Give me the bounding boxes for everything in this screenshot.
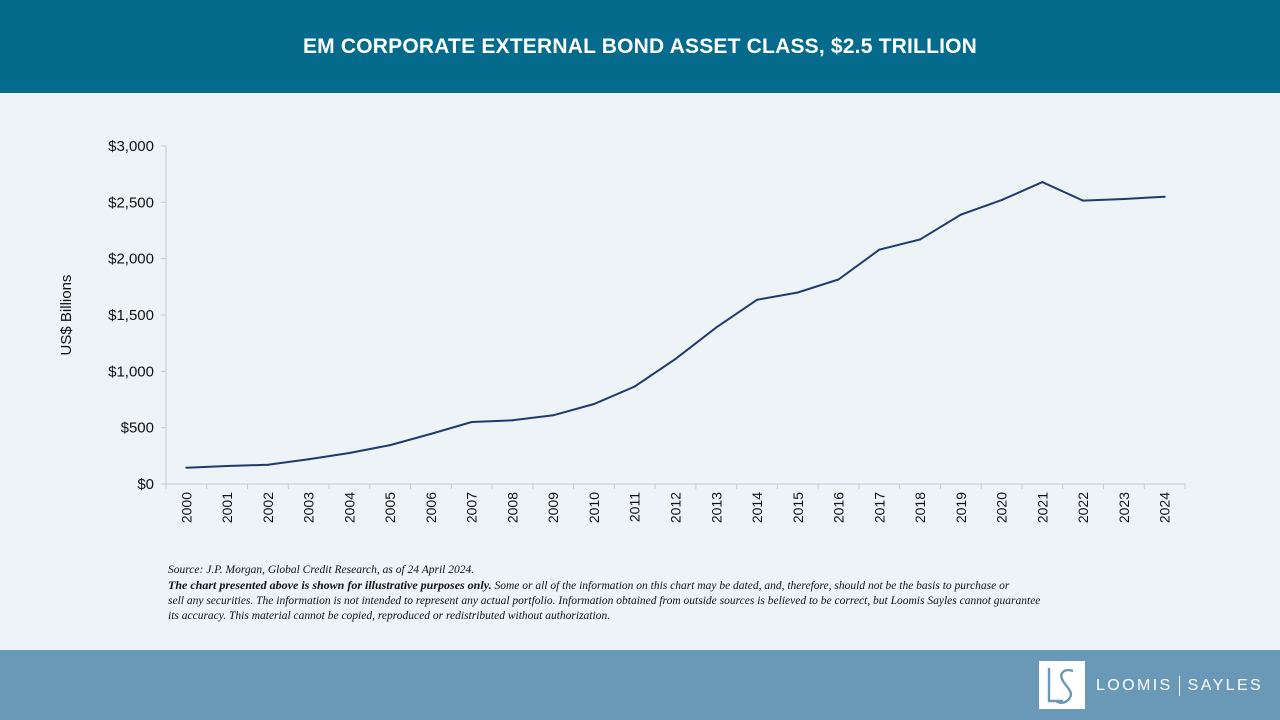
data-point xyxy=(511,419,514,422)
x-tick-label: 2018 xyxy=(912,492,928,523)
data-point xyxy=(552,414,555,417)
footer-bar: LOOMIS SAYLES xyxy=(0,650,1280,720)
x-tick-label: 2022 xyxy=(1075,492,1091,523)
x-tick-label: 2021 xyxy=(1034,492,1050,523)
line-chart: US$ Billions $0 $500 $1,000 $1,500 $2,000 $2,… xyxy=(58,138,1186,523)
y-tick-label: $0 xyxy=(137,476,154,493)
chart-notes: Source: J.P. Morgan, Global Credit Resea… xyxy=(168,563,1148,624)
x-tick-label: 2003 xyxy=(301,492,317,523)
x-tick-label: 2009 xyxy=(545,492,561,523)
logo-name-left: LOOMIS xyxy=(1096,677,1173,694)
x-tick-label: 2013 xyxy=(708,492,724,523)
x-tick-label: 2001 xyxy=(219,492,235,523)
data-point xyxy=(715,326,718,329)
x-tick-label: 2011 xyxy=(627,492,643,522)
data-point xyxy=(796,291,799,294)
x-tick-label: 2023 xyxy=(1116,492,1132,523)
ls-monogram-icon xyxy=(1039,661,1085,709)
x-tick-label: 2019 xyxy=(953,492,969,523)
x-tick-label: 2007 xyxy=(464,492,480,523)
data-point xyxy=(1122,197,1125,200)
data-point xyxy=(1163,195,1166,198)
y-tick-label: $500 xyxy=(121,420,154,437)
data-point xyxy=(1041,181,1044,184)
x-tick-label: 2008 xyxy=(504,492,520,523)
x-tick-label: 2017 xyxy=(871,492,887,523)
data-point xyxy=(266,463,269,466)
x-tick-label: 2005 xyxy=(382,492,398,523)
x-tick-label: 2015 xyxy=(790,492,806,523)
logo-name-right: SAYLES xyxy=(1187,677,1264,694)
x-tick-label: 2016 xyxy=(831,492,847,523)
data-point xyxy=(307,458,310,461)
y-tick-label: $3,000 xyxy=(108,138,154,155)
data-point xyxy=(756,298,759,301)
data-point xyxy=(919,238,922,241)
x-tick-label: 2012 xyxy=(668,492,684,523)
data-point xyxy=(633,385,636,388)
disclaimer-bold: The chart presented above is shown for i… xyxy=(168,578,492,592)
data-point xyxy=(185,466,188,469)
series-points xyxy=(185,181,1166,469)
disclaimer-line-1: The chart presented above is shown for i… xyxy=(168,578,1148,594)
y-ticks: $0 $500 $1,000 $1,500 $2,000 $2,500 $3,000 xyxy=(108,138,166,493)
y-axis-label-group: US$ Billions xyxy=(58,275,75,356)
data-point xyxy=(1082,199,1085,202)
data-point xyxy=(470,421,473,424)
x-ticks: 2000 2001 2002 2003 2004 2005 2006 2007 2008 2009… xyxy=(165,484,1186,523)
y-tick-label: $1,000 xyxy=(108,363,154,380)
disclaimer-line-2: sell any securities. The information is … xyxy=(168,595,1041,607)
y-axis-label: US$ Billions xyxy=(58,275,75,356)
data-point xyxy=(226,464,229,467)
x-tick-label: 2000 xyxy=(178,492,194,523)
disclaimer-text-1: Some or all of the information on this c… xyxy=(491,580,1010,592)
x-tick-label: 2006 xyxy=(423,492,439,523)
data-point xyxy=(959,213,962,216)
header-bar: EM CORPORATE EXTERNAL BOND ASSET CLASS, … xyxy=(0,0,1280,93)
y-tick-label: $1,500 xyxy=(108,307,154,324)
logo-separator xyxy=(1178,676,1180,696)
y-tick-label: $2,000 xyxy=(108,251,154,268)
y-tick-label: $2,500 xyxy=(108,194,154,211)
source-note: Source: J.P. Morgan, Global Credit Resea… xyxy=(168,564,475,576)
page-title: EM CORPORATE EXTERNAL BOND ASSET CLASS, … xyxy=(302,34,978,58)
data-point xyxy=(1000,199,1003,202)
data-point xyxy=(674,357,677,360)
data-point xyxy=(878,248,881,251)
x-tick-label: 2024 xyxy=(1157,492,1173,523)
data-point xyxy=(348,452,351,455)
x-tick-label: 2004 xyxy=(341,492,357,523)
data-point xyxy=(429,432,432,435)
x-tick-label: 2010 xyxy=(586,492,602,523)
series-line xyxy=(186,181,1165,469)
company-logo-text: LOOMIS SAYLES xyxy=(1096,676,1263,696)
data-point xyxy=(592,403,595,406)
data-point xyxy=(389,444,392,447)
x-tick-label: 2014 xyxy=(749,492,765,523)
x-tick-label: 2020 xyxy=(994,492,1010,523)
data-point xyxy=(837,278,840,281)
x-tick-label: 2002 xyxy=(260,492,276,523)
disclaimer-line-3: its accuracy. This material cannot be co… xyxy=(168,610,611,622)
